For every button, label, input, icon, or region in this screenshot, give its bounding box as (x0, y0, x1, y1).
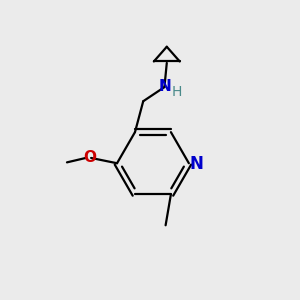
Text: N: N (159, 79, 171, 94)
Text: H: H (172, 85, 182, 98)
Text: O: O (83, 150, 96, 165)
Text: N: N (189, 155, 203, 173)
